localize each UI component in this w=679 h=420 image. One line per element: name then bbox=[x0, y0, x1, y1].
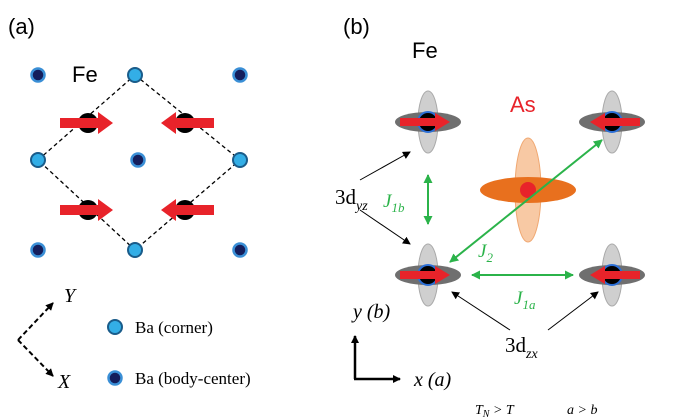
axes-ab bbox=[354, 336, 400, 379]
j-sub: 2 bbox=[486, 250, 493, 265]
legend-marker bbox=[109, 372, 122, 385]
condition-rest: > T bbox=[489, 403, 514, 418]
exchange-arrows bbox=[428, 140, 602, 275]
j2-label: J2 bbox=[478, 241, 493, 265]
orbital-sub: yz bbox=[354, 199, 368, 214]
axis-x-label: x (a) bbox=[413, 369, 452, 391]
orbital-zx-label: 3dzx bbox=[505, 333, 538, 362]
panel-label: (a) bbox=[8, 14, 35, 39]
condition: TN > T bbox=[475, 403, 515, 420]
axes-xy bbox=[18, 303, 53, 376]
axis-y-label: y (b) bbox=[351, 301, 391, 323]
axis-x-label: X bbox=[57, 371, 71, 393]
legend-text: Ba (body-center) bbox=[135, 369, 251, 388]
orbital-yz-label: 3dyz bbox=[335, 185, 368, 214]
j1a-label: J1a bbox=[514, 288, 536, 312]
fe-label: Fe bbox=[72, 62, 98, 87]
ba-body-atoms bbox=[32, 69, 247, 257]
j-sub: 1b bbox=[391, 200, 405, 215]
figure: (a) Fe Y X Ba (corner) Ba (body-center) … bbox=[0, 0, 679, 420]
j-sub: 1a bbox=[522, 297, 536, 312]
condition: a > b bbox=[567, 403, 597, 418]
orbital-sub: zx bbox=[525, 347, 538, 362]
fe-label: Fe bbox=[412, 38, 438, 63]
orbital-main: 3d bbox=[505, 333, 527, 357]
legend-text: Ba (corner) bbox=[135, 318, 213, 337]
axis-y-label: Y bbox=[64, 285, 77, 307]
as-label: As bbox=[510, 92, 536, 117]
j1b-label: J1b bbox=[383, 191, 405, 215]
panel-label: (b) bbox=[343, 14, 370, 39]
legend-marker bbox=[108, 320, 122, 334]
orbital-main: 3d bbox=[335, 185, 357, 209]
